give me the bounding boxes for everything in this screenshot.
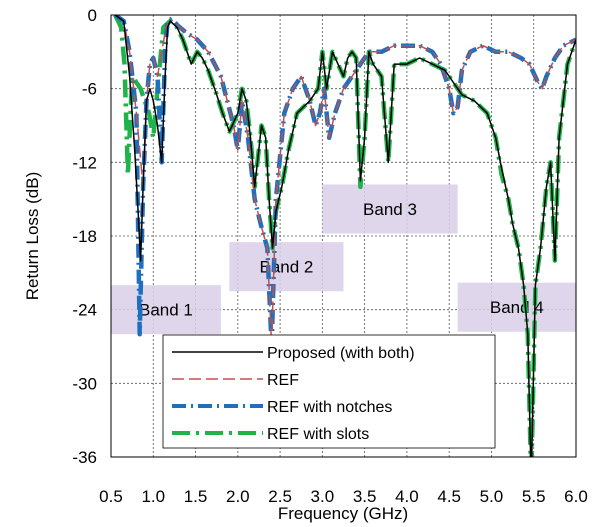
x-tick-labels: 0.5 1.0 1.5 2.0 2.5 3.0 3.5 4.0 4.5 5.0 5.5 6.0 [99, 487, 588, 506]
band-box [229, 242, 344, 292]
y-tick-labels: 0 -6 -12 -18 -24 -30 -36 [72, 6, 97, 467]
x-axis-title: Frequency (GHz) [278, 504, 408, 523]
plot-frame [110, 14, 577, 458]
y-tick-label: -6 [82, 80, 97, 99]
legend: Proposed (with both) REF REF with notches R… [162, 334, 496, 449]
y-tick-label: 0 [88, 6, 97, 25]
legend-label: REF with notches [267, 399, 392, 416]
x-tick-label: 5.0 [480, 487, 504, 506]
y-tick-label: -12 [72, 153, 97, 172]
y-tick-label: -30 [72, 374, 97, 393]
legend-label: Proposed (with both) [267, 345, 415, 362]
band-box [322, 184, 458, 234]
series-line [114, 15, 576, 457]
band-label: Band 3 [363, 200, 417, 219]
y-tick-label: -36 [72, 448, 97, 467]
legend-box [162, 334, 496, 449]
x-tick-label: 5.5 [522, 487, 546, 506]
band-box [457, 282, 576, 332]
band-label: Band 1 [139, 301, 193, 320]
x-tick-label: 6.0 [564, 487, 588, 506]
legend-label: REF with slots [267, 426, 369, 443]
x-tick-label: 3.5 [353, 487, 377, 506]
x-tick-label: 2.0 [226, 487, 250, 506]
x-tick-label: 0.5 [99, 487, 123, 506]
x-tick-label: 4.5 [437, 487, 461, 506]
band-box [111, 285, 221, 335]
y-tick-label: -24 [72, 301, 97, 320]
x-tick-label: 3.0 [311, 487, 335, 506]
series-lines [113, 15, 576, 457]
x-tick-label: 1.5 [184, 487, 208, 506]
y-axis-title: Return Loss (dB) [23, 172, 42, 301]
band-label: Band 4 [490, 298, 544, 317]
y-tick-label: -18 [72, 227, 97, 246]
legend-label: REF [267, 372, 299, 389]
x-tick-label: 1.0 [141, 487, 165, 506]
x-tick-label: 4.0 [395, 487, 419, 506]
x-tick-label: 2.5 [268, 487, 292, 506]
